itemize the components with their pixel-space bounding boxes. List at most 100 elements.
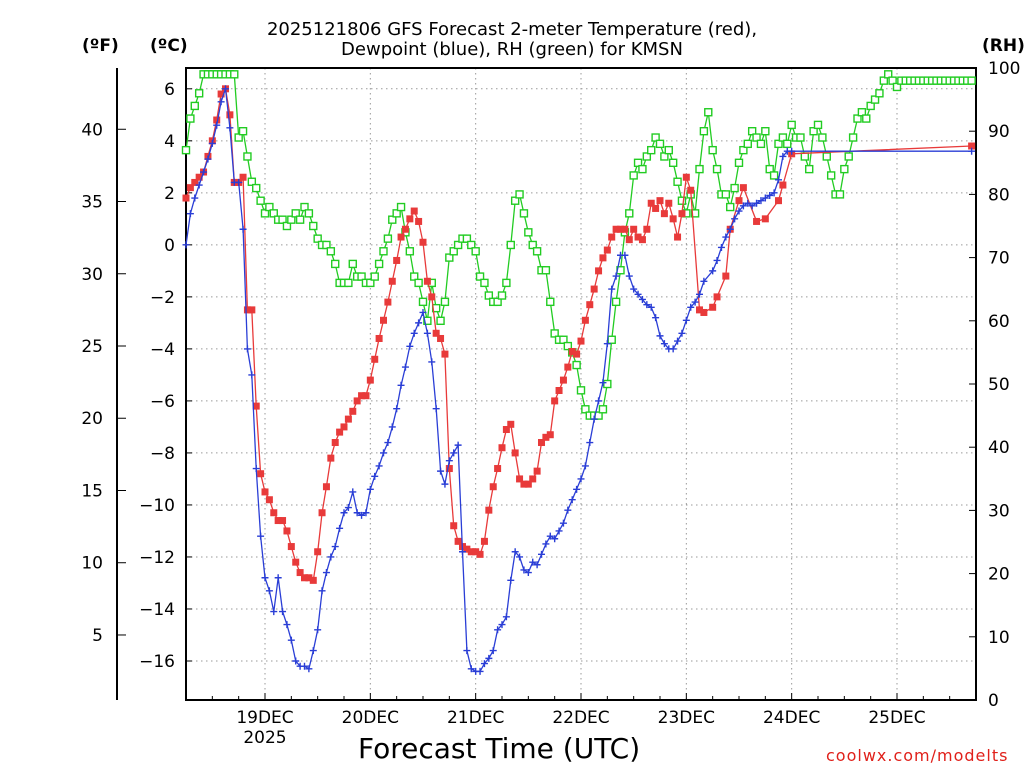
temperature-point	[384, 298, 392, 306]
fahrenheit-tick-label: 40	[81, 120, 103, 140]
temperature-point	[634, 233, 642, 241]
rh-point	[761, 126, 770, 136]
dewpoint-point	[318, 587, 326, 595]
dewpoint-point	[590, 415, 598, 423]
rh-point	[822, 152, 831, 161]
celsius-tick-label: −2	[150, 288, 175, 308]
dewpoint-point	[454, 441, 462, 449]
dewpoint-point	[687, 303, 695, 311]
rh-point	[862, 114, 871, 123]
dewpoint-point	[489, 647, 497, 655]
rh-point	[519, 209, 529, 218]
temperature-point	[397, 233, 405, 241]
temperature-point	[761, 215, 769, 223]
temperature-point	[669, 215, 677, 223]
dewpoint-point	[502, 613, 510, 621]
rh-point	[563, 341, 573, 351]
temperature-point	[287, 543, 295, 551]
temperature-point	[678, 210, 686, 218]
rh-point	[747, 126, 757, 136]
dewpoint-point	[252, 465, 260, 473]
rh-point	[651, 133, 660, 142]
dewpoint-point	[529, 558, 537, 566]
dewpoint-point	[182, 241, 190, 249]
dewpoint-point	[599, 379, 607, 387]
dewpoint-point	[573, 485, 581, 493]
rh-point	[410, 272, 419, 281]
dewpoint-point	[533, 561, 541, 569]
temperature-point	[577, 337, 585, 345]
temperature-point	[559, 376, 567, 384]
temperature-point	[371, 355, 379, 363]
temperature-point	[516, 475, 524, 483]
dewpoint-point	[507, 576, 515, 584]
dewpoint-point	[621, 251, 629, 259]
temperature-point	[502, 426, 510, 434]
rh-point	[638, 164, 647, 174]
temperature-point	[186, 184, 194, 192]
rh-point	[326, 247, 336, 256]
rh-point	[194, 89, 204, 98]
celsius-tick-label: 0	[164, 236, 175, 256]
source-credit: coolwx.com/modelts	[826, 746, 1009, 765]
temperature-point	[248, 306, 256, 314]
temperature-point	[463, 545, 471, 553]
rh-point	[471, 247, 480, 256]
dewpoint-point	[744, 199, 752, 207]
temperature-point	[630, 225, 638, 233]
dewpoint-point	[612, 272, 620, 280]
rh-point	[752, 133, 761, 142]
dewpoint-point	[191, 194, 199, 202]
temperature-point	[713, 293, 721, 301]
temperature-point	[660, 210, 668, 218]
rh-point	[800, 152, 810, 161]
temperature-point	[261, 488, 269, 496]
temperature-point	[542, 433, 550, 441]
rh-point	[497, 291, 507, 300]
dewpoint-point	[608, 285, 616, 293]
dewpoint-point	[301, 662, 308, 670]
temperature-point	[779, 181, 787, 189]
dewpoint-point	[498, 621, 506, 629]
rh-point	[704, 108, 713, 117]
x-axis-label: Forecast Time (UTC)	[358, 732, 641, 765]
temperature-point	[494, 465, 502, 473]
dewpoint-point	[283, 621, 291, 629]
celsius-tick-label: −14	[139, 600, 175, 620]
dewpoint-point	[770, 189, 778, 197]
dewpoint-point	[678, 329, 686, 337]
dewpoint-point	[476, 667, 484, 675]
dewpoint-point	[287, 636, 295, 644]
rh-point	[247, 177, 257, 186]
dewpoint-point	[520, 566, 528, 574]
temperature-point	[454, 537, 462, 545]
celsius-tick-label: 4	[164, 132, 175, 152]
rh-point	[756, 139, 766, 149]
rh-point	[853, 114, 862, 123]
dewpoint-point	[494, 626, 502, 634]
temperature-point	[472, 548, 480, 556]
rh-point	[230, 70, 239, 79]
dewpoint-point	[555, 527, 563, 535]
temperature-point	[401, 225, 409, 233]
dewpoint-point	[757, 197, 765, 205]
dewpoint-point	[384, 439, 392, 447]
rh-point	[607, 335, 616, 344]
temperature-point	[599, 254, 607, 262]
rh-point	[642, 152, 652, 161]
rh-point	[445, 253, 454, 262]
temperature-point	[393, 256, 401, 264]
rh-point	[414, 278, 423, 288]
chart-title-line1: 2025121806 GFS Forecast 2-meter Temperat…	[266, 19, 758, 40]
rh-point	[366, 278, 375, 288]
rh-point	[348, 259, 357, 269]
dewpoint-point	[445, 457, 453, 465]
dewpoint-point	[208, 139, 216, 147]
rh-point	[515, 190, 524, 199]
fahrenheit-tick-label: 10	[81, 554, 103, 574]
rh-point	[835, 190, 845, 199]
rh-point	[453, 240, 463, 250]
dewpoint-point	[485, 654, 493, 662]
dewpoint-point	[595, 397, 603, 405]
